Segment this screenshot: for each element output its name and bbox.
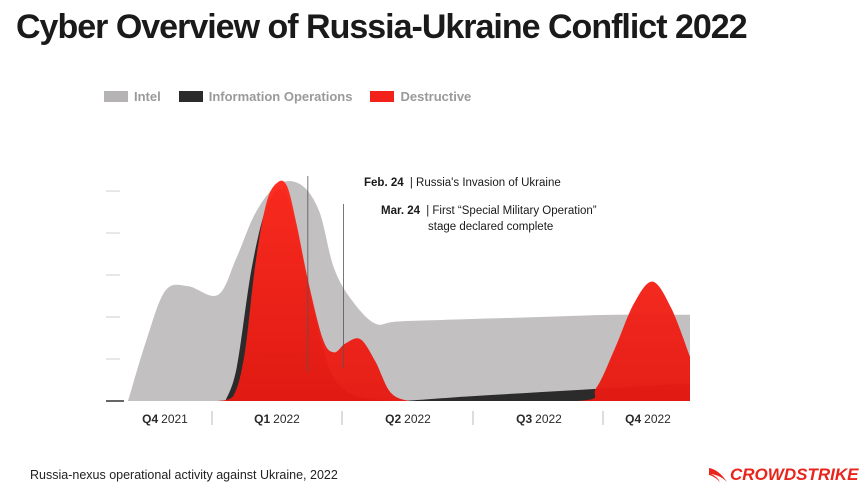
x-tick-label: Q4 2021: [142, 412, 188, 426]
legend-item-intel: Intel: [104, 89, 161, 104]
y-axis-ticks: [106, 190, 124, 402]
event-markers: [307, 176, 344, 372]
legend-label-information-operations: Information Operations: [208, 89, 353, 104]
crowdstrike-logo: CROWDSTRIKE: [708, 465, 858, 485]
falcon-icon: [709, 468, 727, 482]
x-tick-label: Q3 2022: [516, 412, 562, 426]
chart-caption: Russia-nexus operational activity agains…: [30, 468, 338, 482]
x-tick-label: Q1 2022: [254, 412, 300, 426]
x-tick-label: Q2 2022: [385, 412, 431, 426]
annotation-mar24-extra: stage declared complete: [428, 221, 553, 233]
annotation-feb24-text: | Russia's Invasion of Ukraine: [410, 177, 561, 189]
annotation-mar24-text: | First “Special Military Operation”: [426, 205, 597, 217]
x-axis-ticks: Q4 2021 Q1 2022 Q2 2022 Q3 2022 Q4 2022: [142, 411, 671, 426]
series-area-destructive: [217, 180, 691, 401]
annotation-mar24: Mar. 24 | First “Special Military Operat…: [381, 205, 597, 217]
legend-label-intel: Intel: [134, 89, 161, 104]
annotation-mar24-date: Mar. 24: [381, 205, 421, 217]
legend-label-destructive: Destructive: [400, 89, 472, 104]
legend-swatch-intel: [104, 91, 128, 102]
legend-item-destructive: Destructive: [370, 89, 471, 104]
chart-legend: Intel Information Operations Destructive: [104, 89, 471, 104]
legend-item-information-operations: Information Operations: [178, 89, 353, 104]
page-title: Cyber Overview of Russia-Ukraine Conflic…: [16, 8, 748, 46]
x-tick-label: Q4 2022: [625, 412, 671, 426]
annotation-feb24: Feb. 24 | Russia's Invasion of Ukraine: [364, 177, 561, 189]
series-layer: [128, 180, 691, 401]
legend-swatch-destructive: [370, 91, 395, 102]
annotation-feb24-date: Feb. 24: [364, 177, 404, 189]
logo-text: CROWDSTRIKE: [730, 465, 859, 484]
legend-swatch-information-operations: [178, 91, 203, 102]
